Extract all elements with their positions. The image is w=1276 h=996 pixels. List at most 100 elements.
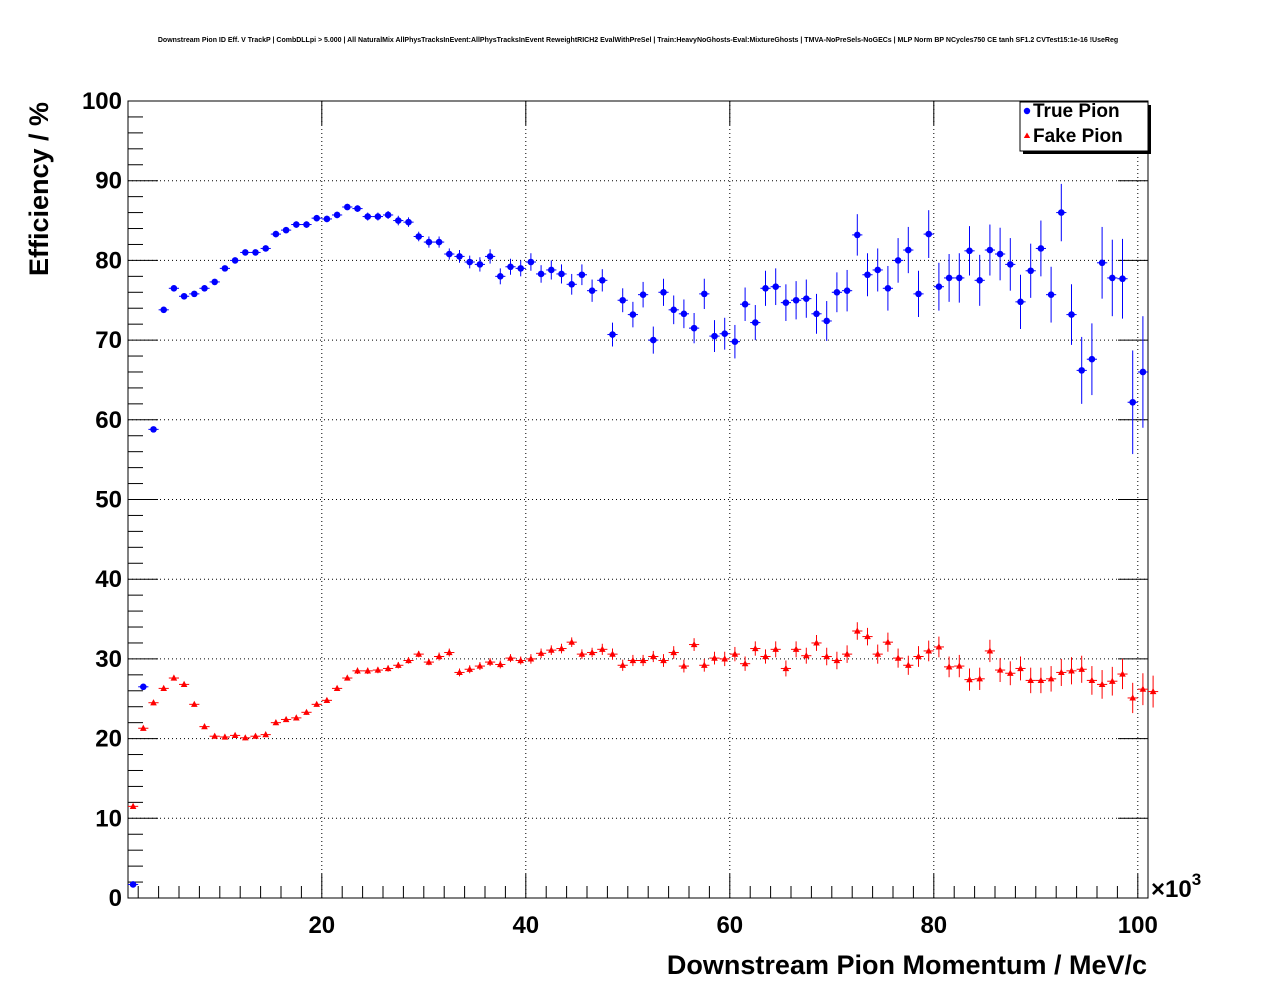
- point-marker: [966, 247, 973, 255]
- data-point: [454, 250, 465, 263]
- chart-title: Downstream Pion ID Eff. V TrackP | CombD…: [158, 37, 1118, 44]
- legend-fake-pion-marker: [1023, 132, 1031, 138]
- point-marker: [813, 310, 820, 318]
- point-marker: [435, 652, 443, 660]
- data-point: [831, 651, 842, 670]
- data-point: [495, 268, 506, 285]
- data-point: [1107, 666, 1118, 696]
- point-marker: [996, 250, 1004, 258]
- point-marker: [395, 661, 402, 668]
- point-marker: [833, 288, 841, 296]
- point-marker: [1078, 367, 1085, 374]
- data-point: [383, 664, 394, 672]
- point-marker: [629, 656, 637, 664]
- point-marker: [558, 270, 565, 278]
- data-point: [179, 680, 190, 688]
- data-point: [128, 881, 139, 888]
- point-marker: [588, 648, 596, 656]
- data-point: [1097, 670, 1108, 699]
- point-marker: [405, 218, 412, 226]
- point-marker: [1129, 398, 1136, 406]
- point-marker: [833, 656, 841, 664]
- point-marker: [578, 650, 586, 657]
- point-marker: [925, 230, 932, 238]
- series-layer: [128, 183, 1159, 888]
- data-point: [464, 255, 475, 269]
- point-marker: [690, 640, 698, 648]
- point-marker: [395, 217, 402, 224]
- point-marker: [884, 638, 892, 645]
- point-marker: [456, 668, 463, 676]
- data-point: [464, 665, 475, 674]
- point-marker: [558, 644, 565, 652]
- data-point: [933, 636, 944, 658]
- point-marker: [548, 266, 555, 274]
- point-marker: [945, 663, 953, 670]
- point-marker: [854, 627, 861, 634]
- data-point: [138, 724, 149, 731]
- series-fake-pion: [128, 622, 1159, 809]
- data-point: [291, 714, 302, 721]
- data-point: [515, 656, 526, 665]
- point-marker: [650, 652, 657, 660]
- data-point: [250, 249, 261, 256]
- point-marker: [976, 277, 983, 284]
- data-point: [648, 326, 659, 354]
- data-point: [852, 214, 863, 256]
- data-point: [709, 651, 720, 665]
- point-marker: [333, 684, 341, 691]
- data-point: [1005, 238, 1016, 291]
- data-point: [1086, 323, 1097, 396]
- point-marker: [1139, 368, 1147, 376]
- point-marker: [843, 287, 851, 294]
- data-point: [505, 258, 516, 275]
- data-point: [372, 666, 383, 674]
- point-marker: [252, 732, 259, 739]
- data-point: [893, 238, 904, 283]
- data-point: [750, 305, 761, 341]
- grid-lines: [128, 101, 1148, 898]
- point-marker: [741, 660, 749, 667]
- point-marker: [803, 652, 810, 659]
- point-marker: [129, 802, 137, 809]
- point-marker: [293, 221, 300, 228]
- data-point: [321, 215, 332, 223]
- point-marker: [874, 650, 881, 657]
- data-point: [515, 260, 526, 277]
- point-marker: [792, 296, 800, 304]
- point-marker: [915, 652, 922, 660]
- data-point: [862, 627, 873, 646]
- point-marker: [701, 661, 708, 668]
- point-marker: [803, 295, 810, 302]
- data-point: [1076, 655, 1087, 683]
- point-marker: [221, 733, 229, 740]
- point-marker: [976, 675, 983, 682]
- point-marker: [986, 246, 994, 254]
- point-marker: [1088, 676, 1096, 684]
- data-point: [311, 214, 322, 222]
- x-tick-label: 80: [920, 912, 947, 939]
- point-marker: [344, 203, 351, 211]
- point-marker: [1017, 664, 1024, 672]
- point-marker: [150, 699, 157, 706]
- data-point: [474, 662, 485, 671]
- data-point: [791, 641, 802, 658]
- data-point: [750, 641, 761, 656]
- point-marker: [854, 231, 861, 239]
- data-point: [1076, 336, 1087, 404]
- data-point: [1015, 656, 1026, 681]
- data-point: [301, 221, 312, 228]
- data-point: [1056, 658, 1067, 686]
- point-marker: [548, 646, 555, 653]
- data-point: [638, 654, 649, 667]
- point-marker: [884, 284, 892, 292]
- point-marker: [252, 249, 259, 256]
- data-point: [668, 646, 679, 659]
- data-point: [281, 226, 292, 234]
- point-marker: [231, 731, 239, 739]
- data-point: [362, 667, 373, 675]
- data-point: [281, 715, 292, 723]
- point-marker: [1058, 209, 1065, 216]
- data-point: [148, 426, 159, 433]
- point-marker: [956, 662, 963, 669]
